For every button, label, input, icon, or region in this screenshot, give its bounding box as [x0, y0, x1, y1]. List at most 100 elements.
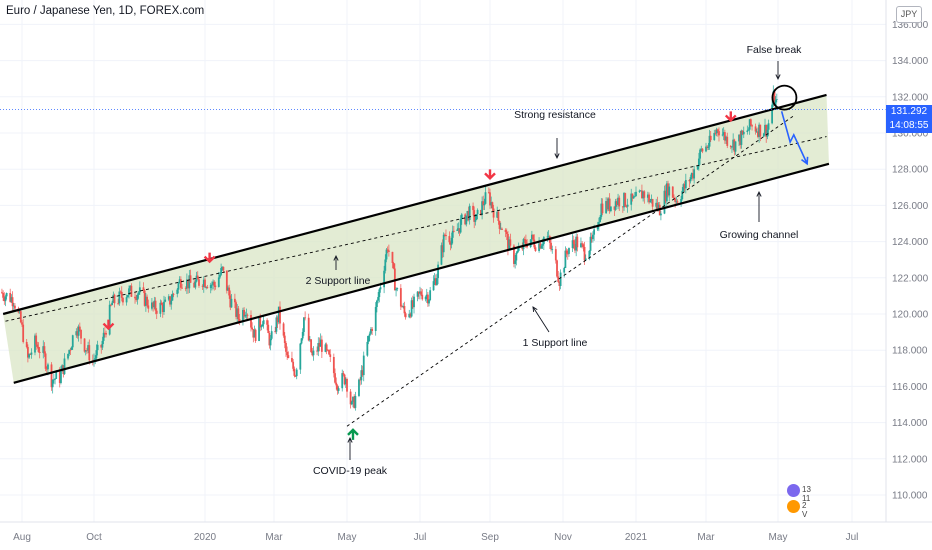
candle [125, 294, 128, 306]
candle-body [342, 373, 345, 375]
candle-body [277, 306, 280, 323]
candle-body [43, 346, 46, 354]
candle [590, 232, 593, 243]
candle [758, 122, 761, 143]
candle-body [580, 243, 582, 248]
candle-body [143, 290, 146, 306]
candle-body [459, 219, 462, 233]
candle-body [286, 351, 289, 356]
candle [625, 204, 628, 208]
candle-body [539, 243, 542, 249]
candle-body [556, 260, 558, 277]
candle-body [312, 350, 315, 356]
candle [706, 144, 709, 151]
candle [613, 206, 616, 217]
candle [374, 302, 377, 336]
candle [170, 294, 173, 310]
candle [684, 173, 687, 194]
candle-body [588, 250, 591, 259]
candle [268, 330, 271, 349]
candle-body [358, 379, 360, 396]
candle [70, 346, 73, 350]
candle [409, 312, 412, 319]
candle-body [700, 148, 703, 150]
price-axis[interactable]: 110.000 112.000 114.000 116.000 118.000 120.0… [885, 0, 929, 522]
candle [396, 287, 399, 292]
candle-body [391, 251, 394, 264]
candle-body [176, 289, 179, 295]
currency-button[interactable]: JPY [896, 6, 922, 23]
candle-body [28, 354, 30, 358]
candle-body [359, 379, 362, 381]
candle-body [540, 245, 543, 249]
2-support-line-line[interactable] [5, 136, 827, 322]
candle [344, 377, 347, 389]
candle [188, 269, 191, 294]
candle [159, 299, 162, 318]
candle-body [11, 297, 14, 307]
candle [726, 132, 729, 149]
candle-body [270, 331, 273, 339]
candle [122, 296, 124, 306]
candle-body [228, 287, 231, 296]
candle-body [557, 276, 560, 282]
candle-body [37, 346, 40, 352]
candle [76, 326, 79, 339]
candle-body [230, 298, 233, 308]
candle-body [507, 233, 509, 250]
candle-body [151, 302, 153, 309]
candle-body [112, 294, 115, 303]
candle [490, 196, 493, 209]
candle-body [4, 296, 7, 302]
candle-body [598, 222, 600, 226]
candle [71, 334, 74, 350]
candle [212, 279, 214, 290]
candle-body [599, 216, 601, 223]
candle [100, 344, 103, 354]
candle [230, 293, 233, 308]
candle-body [147, 305, 150, 309]
candle-body [487, 192, 490, 194]
candle-body [275, 317, 278, 332]
candle-body [429, 290, 432, 300]
candle-body [706, 146, 709, 148]
candle [352, 396, 354, 408]
candle [437, 261, 439, 285]
strong-resistance-line[interactable] [2, 93, 827, 316]
candle [641, 184, 643, 199]
candle-body [52, 379, 55, 381]
candle-body [740, 130, 743, 145]
candle [638, 189, 641, 193]
candle [135, 294, 138, 302]
candle [211, 281, 213, 291]
candle [252, 329, 255, 343]
candle [262, 315, 265, 329]
candle [649, 198, 652, 203]
candle-body [144, 296, 147, 306]
candle [681, 186, 684, 201]
candle-body [514, 260, 517, 264]
candle-body [773, 91, 776, 106]
candle-body [126, 295, 129, 298]
candle-body [496, 211, 499, 218]
candle [358, 378, 360, 398]
candle [77, 324, 80, 342]
pointer-arrowhead-icon [775, 74, 781, 81]
1-support-line-line[interactable] [346, 114, 796, 427]
growing-channel-line[interactable] [13, 162, 830, 384]
candle-body [541, 244, 544, 246]
candle [202, 276, 205, 293]
candle-body [655, 202, 658, 207]
candle-body [38, 351, 41, 353]
candle [705, 142, 707, 153]
candle [227, 285, 229, 291]
candle-body [411, 300, 414, 308]
candle-body [63, 358, 66, 375]
candle [187, 279, 190, 294]
candle [22, 318, 25, 344]
candle-body [376, 300, 378, 307]
candle [154, 297, 157, 315]
candle-body [130, 285, 133, 297]
candle [671, 186, 674, 199]
time-axis[interactable]: Aug Oct 2020 Mar May Jul Sep Nov 2021 Mar May Jul [0, 521, 932, 543]
